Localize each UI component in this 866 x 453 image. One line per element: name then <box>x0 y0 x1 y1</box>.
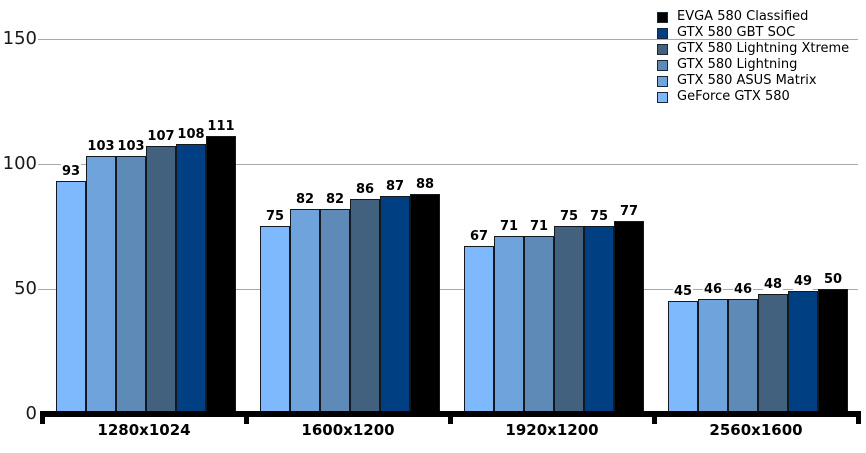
bar <box>116 156 146 413</box>
legend-swatch-icon <box>657 91 668 103</box>
category-label-1600x1200: 1600x1200 <box>301 421 395 439</box>
x-axis-tick <box>448 411 453 424</box>
legend-label: GTX 580 Lightning Xtreme <box>677 41 850 56</box>
bar-value-label: 75 <box>264 209 286 225</box>
bar-value-label: 46 <box>732 282 754 298</box>
x-axis-tick <box>244 411 249 424</box>
legend-swatch-icon <box>657 59 668 71</box>
category-label-1920x1200: 1920x1200 <box>505 421 599 439</box>
bar <box>260 226 290 413</box>
legend: EVGA 580 Classified GTX 580 GBT SOC GTX 58… <box>657 9 849 105</box>
bar-value-label: 111 <box>206 119 236 135</box>
bar <box>146 146 176 413</box>
y-tick-label-50: 50 <box>14 278 37 299</box>
legend-row: GTX 580 GBT SOC <box>657 25 849 41</box>
bar <box>320 209 350 413</box>
legend-row: EVGA 580 Classified <box>657 9 849 25</box>
bar-value-label: 45 <box>672 284 694 300</box>
legend-row: GeForce GTX 580 <box>657 89 849 105</box>
legend-row: GTX 580 ASUS Matrix <box>657 73 849 89</box>
bar <box>584 226 614 413</box>
bar <box>176 144 206 413</box>
bar-value-label: 71 <box>498 219 520 235</box>
bar-value-label: 50 <box>822 272 844 288</box>
x-axis-tick <box>40 411 45 424</box>
bar-value-label: 75 <box>558 209 580 225</box>
bar-value-label: 48 <box>762 277 784 293</box>
bar <box>818 289 848 413</box>
legend-label: GTX 580 GBT SOC <box>677 25 796 40</box>
bar-value-label: 71 <box>528 219 550 235</box>
bar-value-label: 82 <box>294 192 316 208</box>
legend-label: GTX 580 Lightning <box>677 57 798 72</box>
bar <box>728 299 758 413</box>
bar-value-label: 77 <box>618 204 640 220</box>
bar-value-label: 75 <box>588 209 610 225</box>
legend-row: GTX 580 Lightning <box>657 57 849 73</box>
legend-label: GeForce GTX 580 <box>677 89 790 104</box>
bar-value-label: 108 <box>176 127 206 143</box>
gridline-150 <box>38 39 858 40</box>
bar <box>758 294 788 413</box>
bar-value-label: 103 <box>116 139 146 155</box>
bar <box>464 246 494 413</box>
bar-value-label: 88 <box>414 177 436 193</box>
bar <box>554 226 584 413</box>
bar <box>410 194 440 413</box>
bar <box>698 299 728 413</box>
legend-label: EVGA 580 Classified <box>677 9 809 24</box>
gridline-50 <box>38 289 858 290</box>
gridline-100 <box>38 164 858 165</box>
bar-value-label: 103 <box>86 139 116 155</box>
y-tick-label-100: 100 <box>2 153 37 174</box>
legend-swatch-icon <box>657 75 668 87</box>
bar-value-label: 107 <box>146 129 176 145</box>
x-axis-tick <box>652 411 657 424</box>
x-axis-tick <box>856 411 861 424</box>
bar <box>56 181 86 413</box>
bar <box>380 196 410 413</box>
legend-swatch-icon <box>657 27 668 39</box>
category-label-2560x1600: 2560x1600 <box>709 421 803 439</box>
bar <box>350 199 380 413</box>
legend-swatch-icon <box>657 11 668 23</box>
bar <box>86 156 116 413</box>
bar-value-label: 46 <box>702 282 724 298</box>
bar <box>668 301 698 413</box>
y-tick-label-0: 0 <box>25 403 37 424</box>
bar <box>524 236 554 413</box>
category-label-1280x1024: 1280x1024 <box>97 421 191 439</box>
bar <box>206 136 236 413</box>
bar <box>614 221 644 413</box>
bar-value-label: 67 <box>468 229 490 245</box>
bar-value-label: 86 <box>354 182 376 198</box>
bar <box>290 209 320 413</box>
legend-swatch-icon <box>657 43 668 55</box>
legend-label: GTX 580 ASUS Matrix <box>677 73 817 88</box>
bar-value-label: 82 <box>324 192 346 208</box>
legend-row: GTX 580 Lightning Xtreme <box>657 41 849 57</box>
y-tick-label-150: 150 <box>2 28 37 49</box>
bar-value-label: 93 <box>60 164 82 180</box>
bar <box>494 236 524 413</box>
bar-value-label: 87 <box>384 179 406 195</box>
bar <box>788 291 818 413</box>
bar-value-label: 49 <box>792 274 814 290</box>
